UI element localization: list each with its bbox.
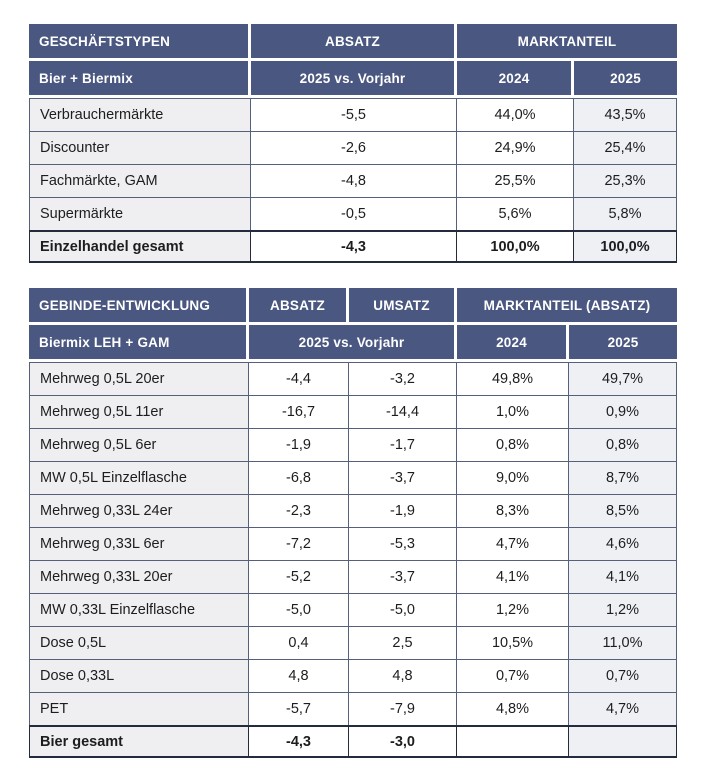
table1-subtitle-header: Bier + Biermix: [29, 61, 251, 98]
value-cell: -2,3: [249, 494, 349, 527]
value-cell: 10,5%: [457, 626, 569, 659]
row-label-cell: Discounter: [29, 131, 251, 164]
value-cell: -5,5: [251, 98, 457, 131]
value-cell: 11,0%: [569, 626, 677, 659]
value-cell: -3,2: [349, 362, 457, 395]
table-gebinde-entwicklung: GEBINDE-ENTWICKLUNG ABSATZ UMSATZ MARKTA…: [29, 288, 677, 758]
value-cell: 0,8%: [569, 428, 677, 461]
table2-marktanteil-header: MARKTANTEIL (ABSATZ): [457, 288, 677, 325]
value-cell: 0,7%: [569, 659, 677, 692]
value-cell: -5,7: [249, 692, 349, 725]
table2-year-2025-header: 2025: [569, 325, 677, 362]
value-cell: -7,2: [249, 527, 349, 560]
value-cell: 49,7%: [569, 362, 677, 395]
value-cell: 100,0%: [574, 230, 677, 263]
value-cell: 5,8%: [574, 197, 677, 230]
table1-year-2025-header: 2025: [574, 61, 677, 98]
table2-vs-vorjahr-header: 2025 vs. Vorjahr: [249, 325, 457, 362]
value-cell: 43,5%: [574, 98, 677, 131]
table2-year-2024-header: 2024: [457, 325, 569, 362]
value-cell: 8,3%: [457, 494, 569, 527]
value-cell: -5,3: [349, 527, 457, 560]
row-label-cell: Mehrweg 0,5L 11er: [29, 395, 249, 428]
row-label-cell: Verbrauchermärkte: [29, 98, 251, 131]
table1-vs-vorjahr-header: 2025 vs. Vorjahr: [251, 61, 457, 98]
value-cell: -4,4: [249, 362, 349, 395]
value-cell: 100,0%: [457, 230, 574, 263]
row-label-cell: Fachmärkte, GAM: [29, 164, 251, 197]
row-label-cell: Bier gesamt: [29, 725, 249, 758]
value-cell: 9,0%: [457, 461, 569, 494]
row-label-cell: Mehrweg 0,5L 20er: [29, 362, 249, 395]
table1-absatz-header: ABSATZ: [251, 24, 457, 61]
value-cell: 49,8%: [457, 362, 569, 395]
value-cell: 4,7%: [569, 692, 677, 725]
value-cell: 8,5%: [569, 494, 677, 527]
value-cell: -0,5: [251, 197, 457, 230]
value-cell: 1,2%: [457, 593, 569, 626]
value-cell: 0,8%: [457, 428, 569, 461]
row-label-cell: MW 0,5L Einzelflasche: [29, 461, 249, 494]
value-cell: -3,0: [349, 725, 457, 758]
value-cell: -5,0: [249, 593, 349, 626]
row-label-cell: PET: [29, 692, 249, 725]
table-geschaeftstypen: GESCHÄFTSTYPEN ABSATZ MARKTANTEIL Bier +…: [29, 24, 677, 263]
row-label-cell: Mehrweg 0,33L 24er: [29, 494, 249, 527]
value-cell: 0,9%: [569, 395, 677, 428]
value-cell: 4,8: [349, 659, 457, 692]
value-cell: -4,3: [249, 725, 349, 758]
value-cell: [457, 725, 569, 758]
value-cell: -4,8: [251, 164, 457, 197]
value-cell: 0,4: [249, 626, 349, 659]
value-cell: -1,9: [249, 428, 349, 461]
value-cell: -5,2: [249, 560, 349, 593]
value-cell: 5,6%: [457, 197, 574, 230]
value-cell: -4,3: [251, 230, 457, 263]
value-cell: 1,0%: [457, 395, 569, 428]
value-cell: -1,9: [349, 494, 457, 527]
value-cell: 25,5%: [457, 164, 574, 197]
table1-year-2024-header: 2024: [457, 61, 574, 98]
value-cell: -3,7: [349, 461, 457, 494]
value-cell: 4,1%: [569, 560, 677, 593]
value-cell: 4,6%: [569, 527, 677, 560]
value-cell: 25,4%: [574, 131, 677, 164]
value-cell: 2,5: [349, 626, 457, 659]
table1-title-header: GESCHÄFTSTYPEN: [29, 24, 251, 61]
value-cell: 1,2%: [569, 593, 677, 626]
row-label-cell: Dose 0,5L: [29, 626, 249, 659]
table2-subtitle-header: Biermix LEH + GAM: [29, 325, 249, 362]
value-cell: 25,3%: [574, 164, 677, 197]
value-cell: 4,8%: [457, 692, 569, 725]
value-cell: 24,9%: [457, 131, 574, 164]
row-label-cell: Dose 0,33L: [29, 659, 249, 692]
value-cell: -7,9: [349, 692, 457, 725]
value-cell: -5,0: [349, 593, 457, 626]
value-cell: 0,7%: [457, 659, 569, 692]
value-cell: 4,7%: [457, 527, 569, 560]
value-cell: [569, 725, 677, 758]
table2-absatz-header: ABSATZ: [249, 288, 349, 325]
row-label-cell: Mehrweg 0,5L 6er: [29, 428, 249, 461]
value-cell: -6,8: [249, 461, 349, 494]
value-cell: 44,0%: [457, 98, 574, 131]
row-label-cell: Supermärkte: [29, 197, 251, 230]
value-cell: -16,7: [249, 395, 349, 428]
value-cell: 8,7%: [569, 461, 677, 494]
row-label-cell: Einzelhandel gesamt: [29, 230, 251, 263]
row-label-cell: MW 0,33L Einzelflasche: [29, 593, 249, 626]
value-cell: 4,1%: [457, 560, 569, 593]
value-cell: 4,8: [249, 659, 349, 692]
value-cell: -2,6: [251, 131, 457, 164]
value-cell: -1,7: [349, 428, 457, 461]
value-cell: -3,7: [349, 560, 457, 593]
row-label-cell: Mehrweg 0,33L 20er: [29, 560, 249, 593]
value-cell: -14,4: [349, 395, 457, 428]
row-label-cell: Mehrweg 0,33L 6er: [29, 527, 249, 560]
table2-title-header: GEBINDE-ENTWICKLUNG: [29, 288, 249, 325]
table2-umsatz-header: UMSATZ: [349, 288, 457, 325]
table1-marktanteil-header: MARKTANTEIL: [457, 24, 677, 61]
